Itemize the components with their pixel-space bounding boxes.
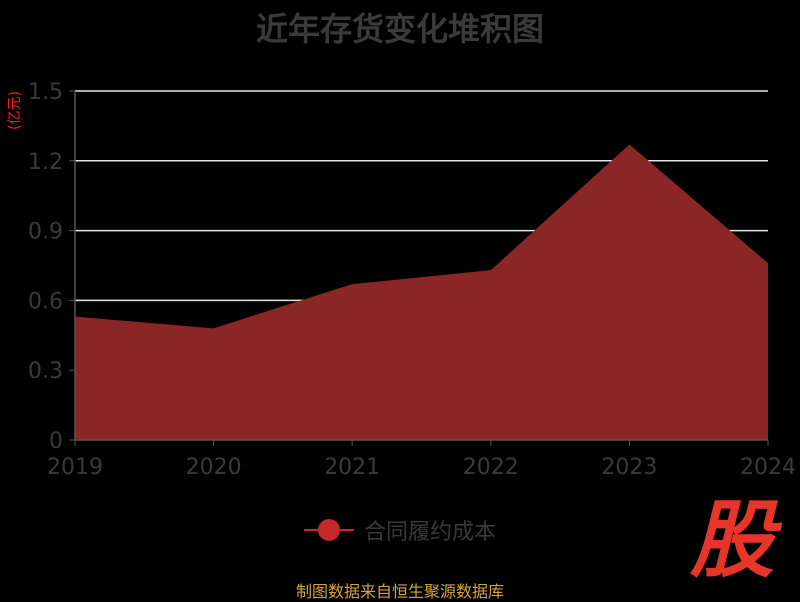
x-tick-label: 2021 — [324, 455, 380, 480]
legend[interactable]: 合同履约成本 — [0, 514, 800, 546]
y-tick-label: 0.9 — [28, 220, 63, 245]
y-tick-label: 0.6 — [28, 289, 63, 314]
x-tick-label: 2024 — [740, 455, 796, 480]
y-tick-label: 1.2 — [28, 150, 63, 175]
source-note: 制图数据来自恒生聚源数据库 — [0, 578, 800, 602]
series-area — [75, 144, 768, 440]
x-tick-label: 2019 — [47, 455, 103, 480]
y-tick-label: 1.5 — [28, 80, 63, 105]
y-tick-label: 0.3 — [28, 359, 63, 384]
x-tick-label: 2020 — [186, 455, 242, 480]
legend-label: 合同履约成本 — [364, 514, 496, 546]
x-tick-label: 2022 — [463, 455, 519, 480]
x-tick-label: 2023 — [601, 455, 657, 480]
y-tick-label: 0 — [49, 429, 63, 454]
legend-marker-icon — [304, 518, 354, 542]
brand-logo: 股 — [690, 498, 774, 582]
series-area-fill — [75, 145, 768, 440]
